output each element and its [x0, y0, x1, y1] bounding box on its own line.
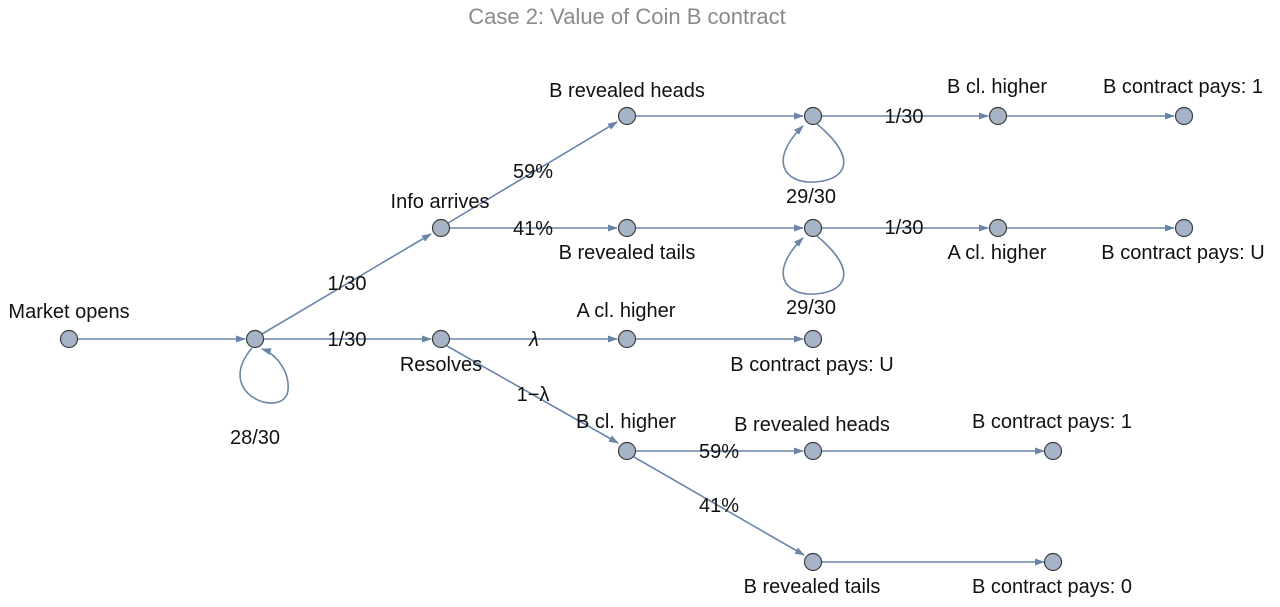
edge-label-info-tails: 41%: [513, 218, 553, 240]
edge-heads-waiting-self-loop: [782, 123, 845, 183]
label-market-opens: Market opens: [8, 301, 129, 323]
node-b-pays-u-top: [1174, 218, 1194, 238]
edge-label-tails-close: 1/30: [885, 217, 924, 239]
node-resolves: [431, 329, 451, 349]
label-b-revealed-heads-bottom: B revealed heads: [734, 414, 890, 436]
node-b-pays-1-bottom: [1043, 441, 1063, 461]
node-a-cl-higher-top: [988, 218, 1008, 238]
label-b-revealed-tails-bottom: B revealed tails: [744, 576, 881, 598]
label-b-pays-1-bottom: B contract pays: 1: [972, 411, 1132, 433]
label-resolves: Resolves: [400, 354, 482, 376]
edges: [78, 112, 1175, 566]
node-a-cl-higher-mid: [617, 329, 637, 349]
label-info-arrives: Info arrives: [391, 191, 490, 213]
node-b-cl-higher-top: [988, 106, 1008, 126]
diagram-title: Case 2: Value of Coin B contract: [468, 4, 786, 29]
edge-label-resolves-lambda: λ: [528, 329, 539, 351]
edge-label-start-self-loop: 28/30: [230, 427, 280, 449]
edge-label-heads-close: 1/30: [885, 106, 924, 128]
edge-waiting-to-info-arrives: [261, 233, 432, 335]
node-b-revealed-heads-top: [617, 106, 637, 126]
node-b-revealed-tails-top: [617, 218, 637, 238]
node-heads-waiting: [803, 106, 823, 126]
nodes: [59, 106, 1194, 572]
node-b-revealed-heads-bottom: [803, 441, 823, 461]
node-tails-waiting: [803, 218, 823, 238]
edge-label-resolves-one-minus-lambda: 1−λ: [517, 384, 550, 406]
edge-resolves-to-b-higher: [446, 345, 619, 444]
label-b-pays-u-top: B contract pays: U: [1101, 242, 1264, 264]
label-a-cl-higher-mid: A cl. higher: [577, 300, 676, 322]
label-b-pays-u-mid: B contract pays: U: [730, 354, 893, 376]
node-labels: Market opens Info arrives Resolves B rev…: [8, 76, 1264, 598]
node-b-revealed-tails-bottom: [803, 552, 823, 572]
edge-info-to-heads: [447, 121, 618, 224]
edge-tails-waiting-self-loop: [782, 235, 845, 295]
node-info-arrives: [431, 218, 451, 238]
edge-label-to-info-arrives: 1/30: [328, 273, 367, 295]
label-b-pays-1-top: B contract pays: 1: [1103, 76, 1263, 98]
label-b-cl-higher-top: B cl. higher: [947, 76, 1047, 98]
label-a-cl-higher-top: A cl. higher: [948, 242, 1047, 264]
edge-waiting-self-loop: [239, 347, 289, 404]
node-b-pays-u-mid: [803, 329, 823, 349]
label-b-cl-higher-bottom: B cl. higher: [576, 411, 676, 433]
edge-label-info-heads: 59%: [513, 161, 553, 183]
edge-b-higher-to-tails: [633, 456, 805, 556]
node-b-pays-0-bottom: [1043, 552, 1063, 572]
label-b-pays-0-bottom: B contract pays: 0: [972, 576, 1132, 598]
node-b-cl-higher-bottom: [617, 441, 637, 461]
label-b-revealed-tails-top: B revealed tails: [559, 242, 696, 264]
edge-labels: 28/30 1/30 1/30 59% 41% 1/30 1/30 29/30 …: [230, 106, 924, 517]
node-b-pays-1-top: [1174, 106, 1194, 126]
edge-label-bottom-heads: 59%: [699, 441, 739, 463]
label-b-revealed-heads-top: B revealed heads: [549, 80, 705, 102]
node-market-opens: [59, 329, 79, 349]
edge-label-bottom-tails: 41%: [699, 495, 739, 517]
node-waiting: [245, 329, 265, 349]
edge-label-tails-self-loop: 29/30: [786, 297, 836, 319]
edge-label-heads-self-loop: 29/30: [786, 186, 836, 208]
edge-label-to-resolves: 1/30: [328, 329, 367, 351]
